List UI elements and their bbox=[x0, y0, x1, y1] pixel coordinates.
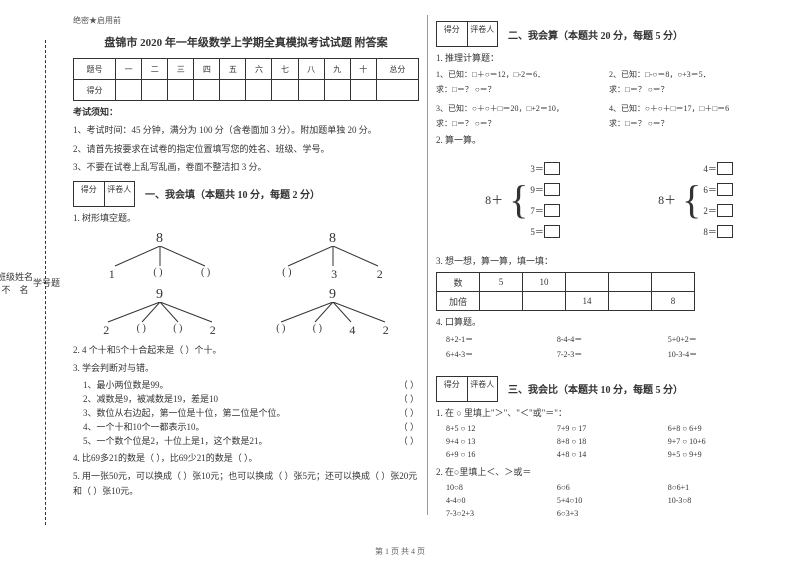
cell: 三 bbox=[168, 59, 194, 80]
table-row: 得分 bbox=[74, 80, 419, 101]
tree-lines-icon bbox=[263, 302, 403, 324]
cell: 六 bbox=[246, 59, 272, 80]
comp-grid-1: 8+5 ○ 12 7+9 ○ 17 6+8 ○ 6+9 9+4 ○ 13 8+8… bbox=[446, 422, 782, 461]
score-label: 得分 bbox=[437, 22, 468, 46]
right-column: 得分 评卷人 二、我会算（本题共 20 分，每题 5 分） 1. 推理计算题： … bbox=[428, 15, 790, 555]
comp-grid-2: 10○8 6○6 8○6+1 4-4○0 5+4○10 10-3○8 7-3○2… bbox=[446, 481, 782, 520]
calc-row: 3、已知：○＋○＋□＝20，□+2＝10，4、已知：○＋○＋□＝17，□＋□＝6 bbox=[436, 103, 782, 114]
page-footer: 第 1 页 共 4 页 bbox=[0, 546, 800, 557]
s2-q1: 1. 推理计算题： bbox=[436, 51, 782, 65]
brace-group-1: 8＋ { 3＝ 9＝ 7＝ 5＝ bbox=[485, 158, 560, 242]
section-2-title: 二、我会算（本题共 20 分，每题 5 分） bbox=[508, 27, 683, 42]
instruction-item: 3、不要在试卷上乱写乱画，卷面不整洁扣 3 分。 bbox=[73, 160, 419, 174]
cell: 总分 bbox=[376, 59, 418, 80]
table-row: 加倍 14 8 bbox=[437, 292, 695, 311]
tree-diagram: 9 2( )( )2 bbox=[90, 287, 230, 337]
binding-margin: 题 学号 姓名 名 班级 不 内 学校 线 封 乡镇（街道） bbox=[0, 0, 60, 565]
s2-q2: 2. 算一算。 bbox=[436, 133, 782, 147]
q3-sublist: 1、最小两位数是99。（ ） 2、减数是9，被减数是19，差是10（ ） 3、数… bbox=[83, 378, 419, 447]
q4-grid: 8+2-1＝ 8-4-4＝ 5+0+2＝ 6+4-3＝ 7-2-3＝ 10-3-… bbox=[446, 332, 782, 362]
grader-label: 评卷人 bbox=[468, 377, 498, 401]
answer-box[interactable] bbox=[544, 162, 560, 175]
tree-diagram: 8 1( )( ) bbox=[90, 231, 230, 281]
answer-box[interactable] bbox=[717, 204, 733, 217]
q2-text: 2. 4 个十和5个十合起来是（ ）个十。 bbox=[73, 343, 419, 357]
q1-text: 1. 树形填空题。 bbox=[73, 211, 419, 225]
grader-label: 评卷人 bbox=[105, 182, 135, 206]
cell: 二 bbox=[142, 59, 168, 80]
score-label: 得分 bbox=[74, 182, 105, 206]
instruction-item: 1、考试时间：45 分钟，满分为 100 分（含卷面加 3 分）。附加题单独 2… bbox=[73, 123, 419, 137]
q5-text: 5. 用一张50元，可以换成（ ）张10元；也可以换成（ ）张5元；还可以换成（… bbox=[73, 469, 419, 498]
s2-q4: 4. 口算题。 bbox=[436, 315, 782, 329]
score-grader-box: 得分 评卷人 bbox=[73, 181, 135, 207]
tree-lines-icon bbox=[90, 302, 230, 324]
cell: 题号 bbox=[74, 59, 116, 80]
section-1-header: 得分 评卷人 一、我会填（本题共 10 分，每题 2 分） bbox=[73, 181, 419, 207]
instruction-item: 2、请首先按要求在试卷的指定位置填写您的姓名、班级、学号。 bbox=[73, 142, 419, 156]
calc-row: 求：□＝？ ○＝？ 求：□＝？ ○＝？ bbox=[436, 118, 782, 129]
section-2-header: 得分 评卷人 二、我会算（本题共 20 分，每题 5 分） bbox=[436, 21, 782, 47]
left-column: 绝密★启用前 盘锦市 2020 年一年级数学上学期全真模拟考试试题 附答案 题号… bbox=[65, 15, 427, 555]
cell: 五 bbox=[220, 59, 246, 80]
q3-text: 3. 学会判断对与错。 bbox=[73, 361, 419, 375]
calc-row: 1、已知：□＋○＝12，□-2＝6．2、已知：□-○＝8，○+3＝5． bbox=[436, 69, 782, 80]
tree-lines-icon bbox=[90, 246, 230, 268]
instructions-title: 考试须知： bbox=[73, 105, 419, 119]
tree-row-2: 9 2( )( )2 9 ( )( )42 bbox=[73, 287, 419, 337]
brace-row: 8＋ { 3＝ 9＝ 7＝ 5＝ 8＋ { 4＝ 6＝ 2＝ bbox=[436, 150, 782, 250]
calc-row: 求：□＝？ ○＝？ 求：□＝？ ○＝？ bbox=[436, 84, 782, 95]
exam-title: 盘锦市 2020 年一年级数学上学期全真模拟考试试题 附答案 bbox=[73, 34, 419, 50]
section-3-header: 得分 评卷人 三、我会比（本题共 10 分，每题 5 分） bbox=[436, 376, 782, 402]
brace-icon: { bbox=[509, 180, 528, 220]
s2-q3: 3. 想一想，算一算，填一填： bbox=[436, 254, 782, 268]
answer-box[interactable] bbox=[717, 225, 733, 238]
score-label: 得分 bbox=[437, 377, 468, 401]
cell: 一 bbox=[116, 59, 142, 80]
table-row: 题号 一 二 三 四 五 六 七 八 九 十 总分 bbox=[74, 59, 419, 80]
binding-label: 学号 bbox=[33, 276, 51, 289]
tree-lines-icon bbox=[263, 246, 403, 268]
score-grader-box: 得分 评卷人 bbox=[436, 376, 498, 402]
grader-label: 评卷人 bbox=[468, 22, 498, 46]
confidential-label: 绝密★启用前 bbox=[73, 15, 419, 26]
tree-diagram: 8 ( )32 bbox=[263, 231, 403, 281]
answer-box[interactable] bbox=[544, 183, 560, 196]
brace-icon: { bbox=[682, 180, 701, 220]
answer-box[interactable] bbox=[717, 183, 733, 196]
binding-label: 班级 不 bbox=[0, 270, 15, 296]
brace-group-2: 8＋ { 4＝ 6＝ 2＝ 8＝ bbox=[658, 158, 733, 242]
cell: 四 bbox=[194, 59, 220, 80]
fill-table: 数 5 10 加倍 14 8 bbox=[436, 272, 695, 311]
answer-box[interactable] bbox=[544, 204, 560, 217]
answer-box[interactable] bbox=[717, 162, 733, 175]
score-grader-box: 得分 评卷人 bbox=[436, 21, 498, 47]
binding-labels: 题 学号 姓名 名 班级 不 内 学校 线 封 乡镇（街道） bbox=[20, 0, 60, 565]
main-content: 绝密★启用前 盘锦市 2020 年一年级数学上学期全真模拟考试试题 附答案 题号… bbox=[60, 0, 800, 565]
tree-row-1: 8 1( )( ) 8 ( )32 bbox=[73, 231, 419, 281]
section-3-title: 三、我会比（本题共 10 分，每题 5 分） bbox=[508, 381, 683, 396]
s3-q2: 2. 在○里填上＜、＞或＝ bbox=[436, 465, 782, 479]
cell: 十 bbox=[350, 59, 376, 80]
table-row: 数 5 10 bbox=[437, 273, 695, 292]
score-table: 题号 一 二 三 四 五 六 七 八 九 十 总分 得分 bbox=[73, 58, 419, 101]
q4-text: 4. 比69多21的数是（ ），比69少21的数是（ ）。 bbox=[73, 451, 419, 465]
cell: 八 bbox=[298, 59, 324, 80]
tree-diagram: 9 ( )( )42 bbox=[263, 287, 403, 337]
answer-box[interactable] bbox=[544, 225, 560, 238]
s3-q1: 1. 在 ○ 里填上"＞"、"＜"或"＝"： bbox=[436, 406, 782, 420]
cell: 九 bbox=[324, 59, 350, 80]
binding-label: 题 bbox=[51, 276, 60, 289]
section-1-title: 一、我会填（本题共 10 分，每题 2 分） bbox=[145, 186, 320, 201]
cell: 七 bbox=[272, 59, 298, 80]
cell: 得分 bbox=[74, 80, 116, 101]
binding-label: 姓名 名 bbox=[15, 270, 33, 296]
